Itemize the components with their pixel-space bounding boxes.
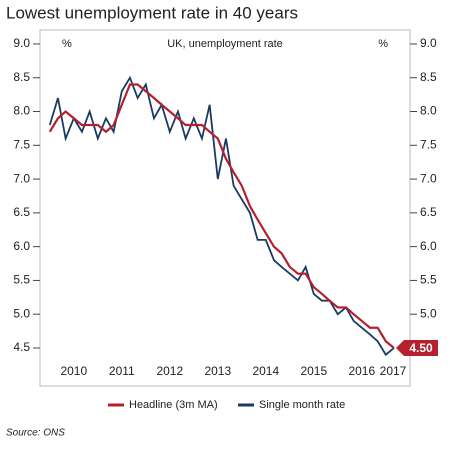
x-tick-label: 2012: [156, 364, 183, 378]
x-tick-label: 2010: [60, 364, 87, 378]
y2-tick-label: 5.5: [420, 273, 437, 287]
y-tick-label: 9.0: [13, 36, 30, 50]
frame: [39, 29, 411, 387]
y2-tick-label: 5.0: [420, 306, 437, 320]
y-unit-right: %: [378, 38, 388, 50]
annotation-box: [396, 339, 438, 356]
y2-tick-label: 7.0: [420, 171, 437, 185]
chart-title: Lowest unemployment rate in 40 years: [6, 3, 298, 22]
y2-tick-label: 6.0: [420, 239, 437, 253]
x-tick-label: 2014: [252, 364, 279, 378]
y-tick-label: 6.5: [13, 205, 30, 219]
y-tick-label: 8.0: [13, 104, 30, 118]
annotation: 4.50: [409, 341, 433, 355]
y2-tick-label: 6.5: [420, 205, 437, 219]
y-tick-label: 4.5: [13, 340, 30, 354]
series-line: [48, 75, 395, 357]
y-tick-label: 5.5: [13, 273, 30, 287]
legend-label: Single month rate: [259, 399, 345, 411]
subtitle: UK, unemployment rate: [167, 38, 283, 50]
source: Source: ONS: [6, 428, 65, 439]
x-tick-label: 2016: [348, 364, 375, 378]
y2-tick-label: 9.0: [420, 36, 437, 50]
y-tick-label: 7.5: [13, 137, 30, 151]
legend-label: Headline (3m MA): [129, 399, 218, 411]
y-tick-label: 6.0: [13, 239, 30, 253]
x-tick-label: 2013: [204, 364, 231, 378]
y-tick-label: 7.0: [13, 171, 30, 185]
x-tick-label: 2011: [109, 364, 135, 378]
y-tick-label: 8.5: [13, 70, 30, 84]
y2-tick-label: 7.5: [420, 137, 437, 151]
x-tick-label: 2017: [380, 364, 407, 378]
y2-tick-label: 8.0: [420, 104, 437, 118]
y-unit-left: %: [62, 38, 72, 50]
y-tick-label: 5.0: [13, 306, 30, 320]
x-tick-label: 2015: [300, 364, 327, 378]
series-line: [48, 83, 395, 349]
y2-tick-label: 8.5: [420, 70, 437, 84]
